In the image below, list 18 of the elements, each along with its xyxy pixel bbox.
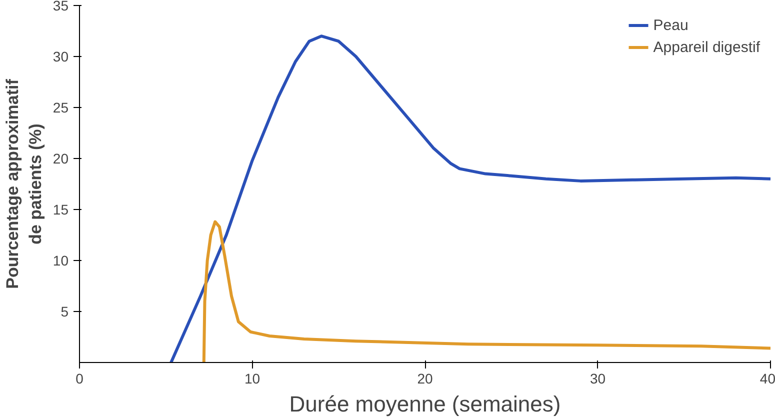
y-tick-label: 25 bbox=[52, 100, 69, 116]
x-tick-label: 20 bbox=[417, 370, 433, 386]
x-tick-label: 30 bbox=[590, 370, 606, 386]
y-axis-title: Pourcentage approximatif de patients (%) bbox=[3, 78, 45, 289]
y-tick-label: 15 bbox=[52, 202, 69, 218]
legend-label: Appareil digestif bbox=[653, 38, 760, 56]
x-tick-label: 40 bbox=[760, 370, 775, 386]
y-tick-label: 5 bbox=[60, 304, 69, 320]
legend-label: Peau bbox=[653, 16, 688, 34]
x-tick-label: 0 bbox=[76, 370, 84, 386]
line-series bbox=[170, 34, 770, 362]
line-series bbox=[202, 220, 770, 362]
x-axis-title: Durée moyenne (semaines) bbox=[289, 392, 561, 416]
y-tick-label: 30 bbox=[52, 48, 69, 64]
x-tick-label: 10 bbox=[244, 370, 260, 386]
y-tick-label: 20 bbox=[52, 150, 69, 166]
y-tick-label: 10 bbox=[52, 252, 69, 268]
y-tick-label: 35 bbox=[52, 0, 69, 14]
